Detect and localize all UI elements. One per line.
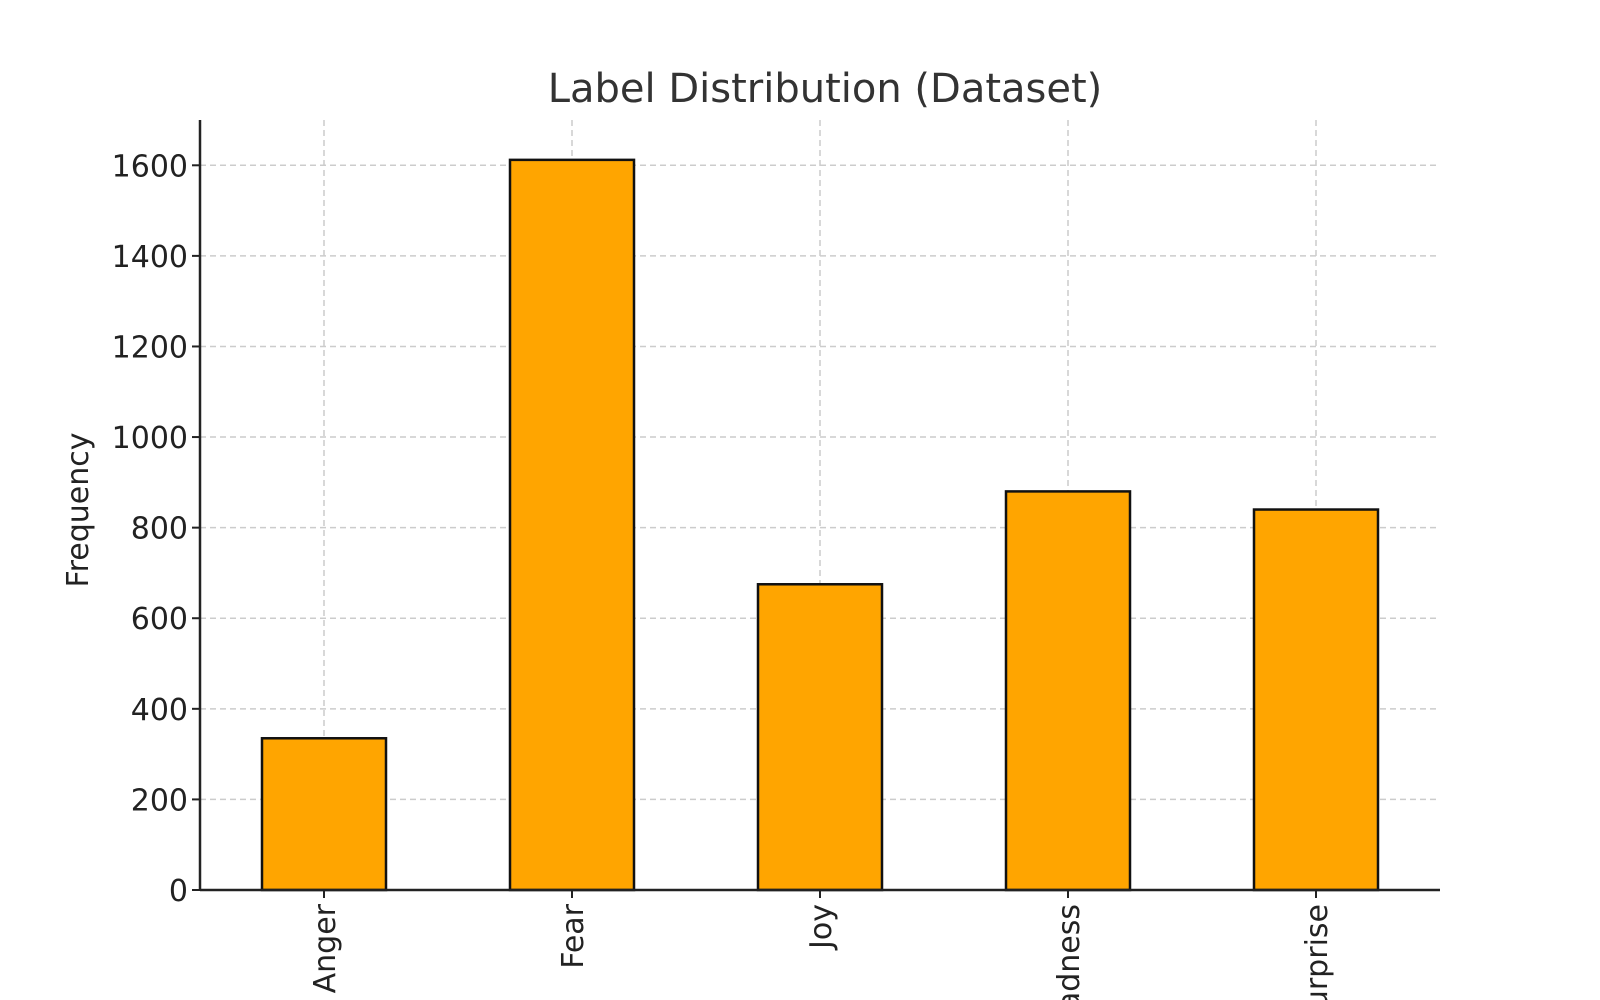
chart-title: Label Distribution (Dataset)	[548, 66, 1103, 112]
x-tick-label: Fear	[556, 903, 591, 968]
y-tick-label: 1000	[112, 421, 188, 456]
y-tick-label: 1400	[112, 240, 188, 275]
y-tick-label: 600	[131, 602, 188, 637]
y-tick-label: 200	[131, 783, 188, 818]
bar-surprise	[1252, 508, 1380, 892]
y-tick-label: 0	[169, 874, 188, 909]
bar-fear	[508, 158, 636, 892]
bar-joy	[756, 583, 884, 892]
bar-anger	[260, 737, 388, 892]
x-tick-label: Joy	[804, 904, 839, 951]
x-tick-label: Surprise	[1300, 904, 1335, 1000]
y-axis-label: Frequency	[61, 433, 96, 588]
x-tick-label: Anger	[308, 903, 343, 993]
y-tick-label: 1200	[112, 330, 188, 365]
y-tick-label: 1600	[112, 149, 188, 184]
tick-labels: 0 200 400 600 800 1000 1200 1400 1600 Anger Fear Jo…	[112, 149, 1335, 1000]
y-tick-label: 400	[131, 693, 188, 728]
axes	[192, 120, 1440, 898]
bars	[260, 158, 1380, 892]
x-tick-label: Sadness	[1052, 904, 1087, 1000]
y-tick-label: 800	[131, 512, 188, 547]
bar-sadness	[1004, 490, 1132, 892]
